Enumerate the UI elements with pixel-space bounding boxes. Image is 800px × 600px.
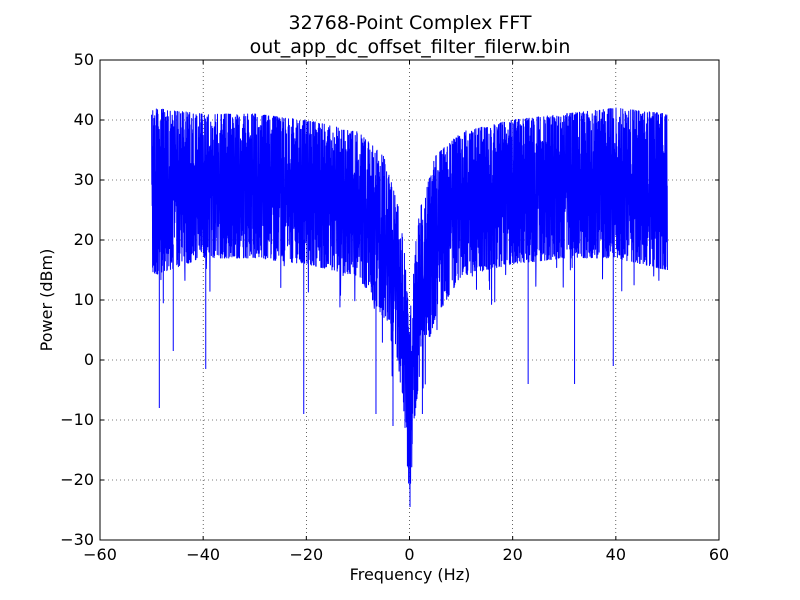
y-tick-label: −30 (60, 530, 94, 549)
x-tick-label: 20 (502, 545, 522, 564)
y-tick-label: 40 (74, 110, 94, 129)
y-tick-label: −10 (60, 410, 94, 429)
y-tick-label: 20 (74, 230, 94, 249)
y-tick-label: 10 (74, 290, 94, 309)
axis-ticks: −60 −40 −20 0 20 40 60 −30 −20 −10 0 10 20 30 40 50 (60, 50, 729, 564)
x-tick-label: 0 (404, 545, 414, 564)
series-power (151, 107, 668, 507)
chart-title: 32768-Point Complex FFT (288, 12, 531, 34)
chart-subtitle: out_app_dc_offset_filter_filerw.bin (250, 36, 571, 58)
x-tick-label: −40 (186, 545, 220, 564)
y-tick-label: 30 (74, 170, 94, 189)
series-power-line (151, 107, 668, 507)
x-axis-label: Frequency (Hz) (350, 565, 471, 584)
x-tick-label: 40 (606, 545, 626, 564)
y-tick-label: 50 (74, 50, 94, 69)
y-tick-label: 0 (84, 350, 94, 369)
y-axis-label: Power (dBm) (37, 249, 56, 352)
x-tick-label: −20 (289, 545, 323, 564)
y-tick-label: −20 (60, 470, 94, 489)
x-tick-label: −60 (83, 545, 117, 564)
x-tick-label: 60 (709, 545, 729, 564)
